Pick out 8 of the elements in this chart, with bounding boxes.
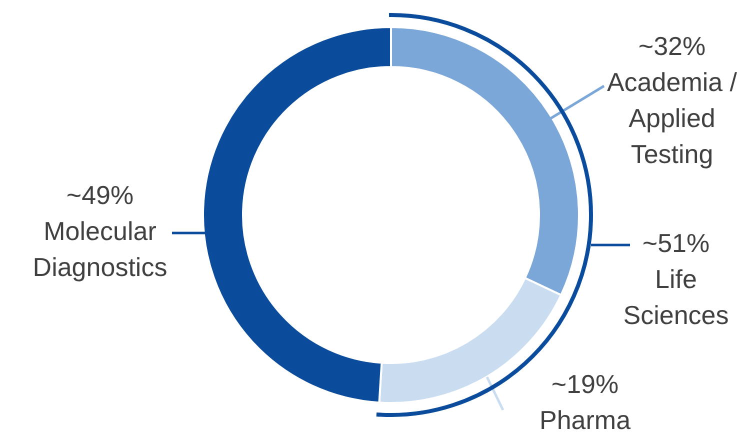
text: ~51% — [642, 228, 710, 258]
data-label: ~49% — [66, 180, 134, 210]
data-label: ~32% — [638, 31, 706, 61]
slice-label: Pharma — [539, 405, 632, 435]
data-label: ~19% — [551, 369, 619, 399]
text: Life Sciences — [623, 264, 729, 330]
slice-label: Molecular Diagnostics — [32, 216, 168, 282]
slice-label: Academia / Applied Testing — [606, 67, 738, 169]
